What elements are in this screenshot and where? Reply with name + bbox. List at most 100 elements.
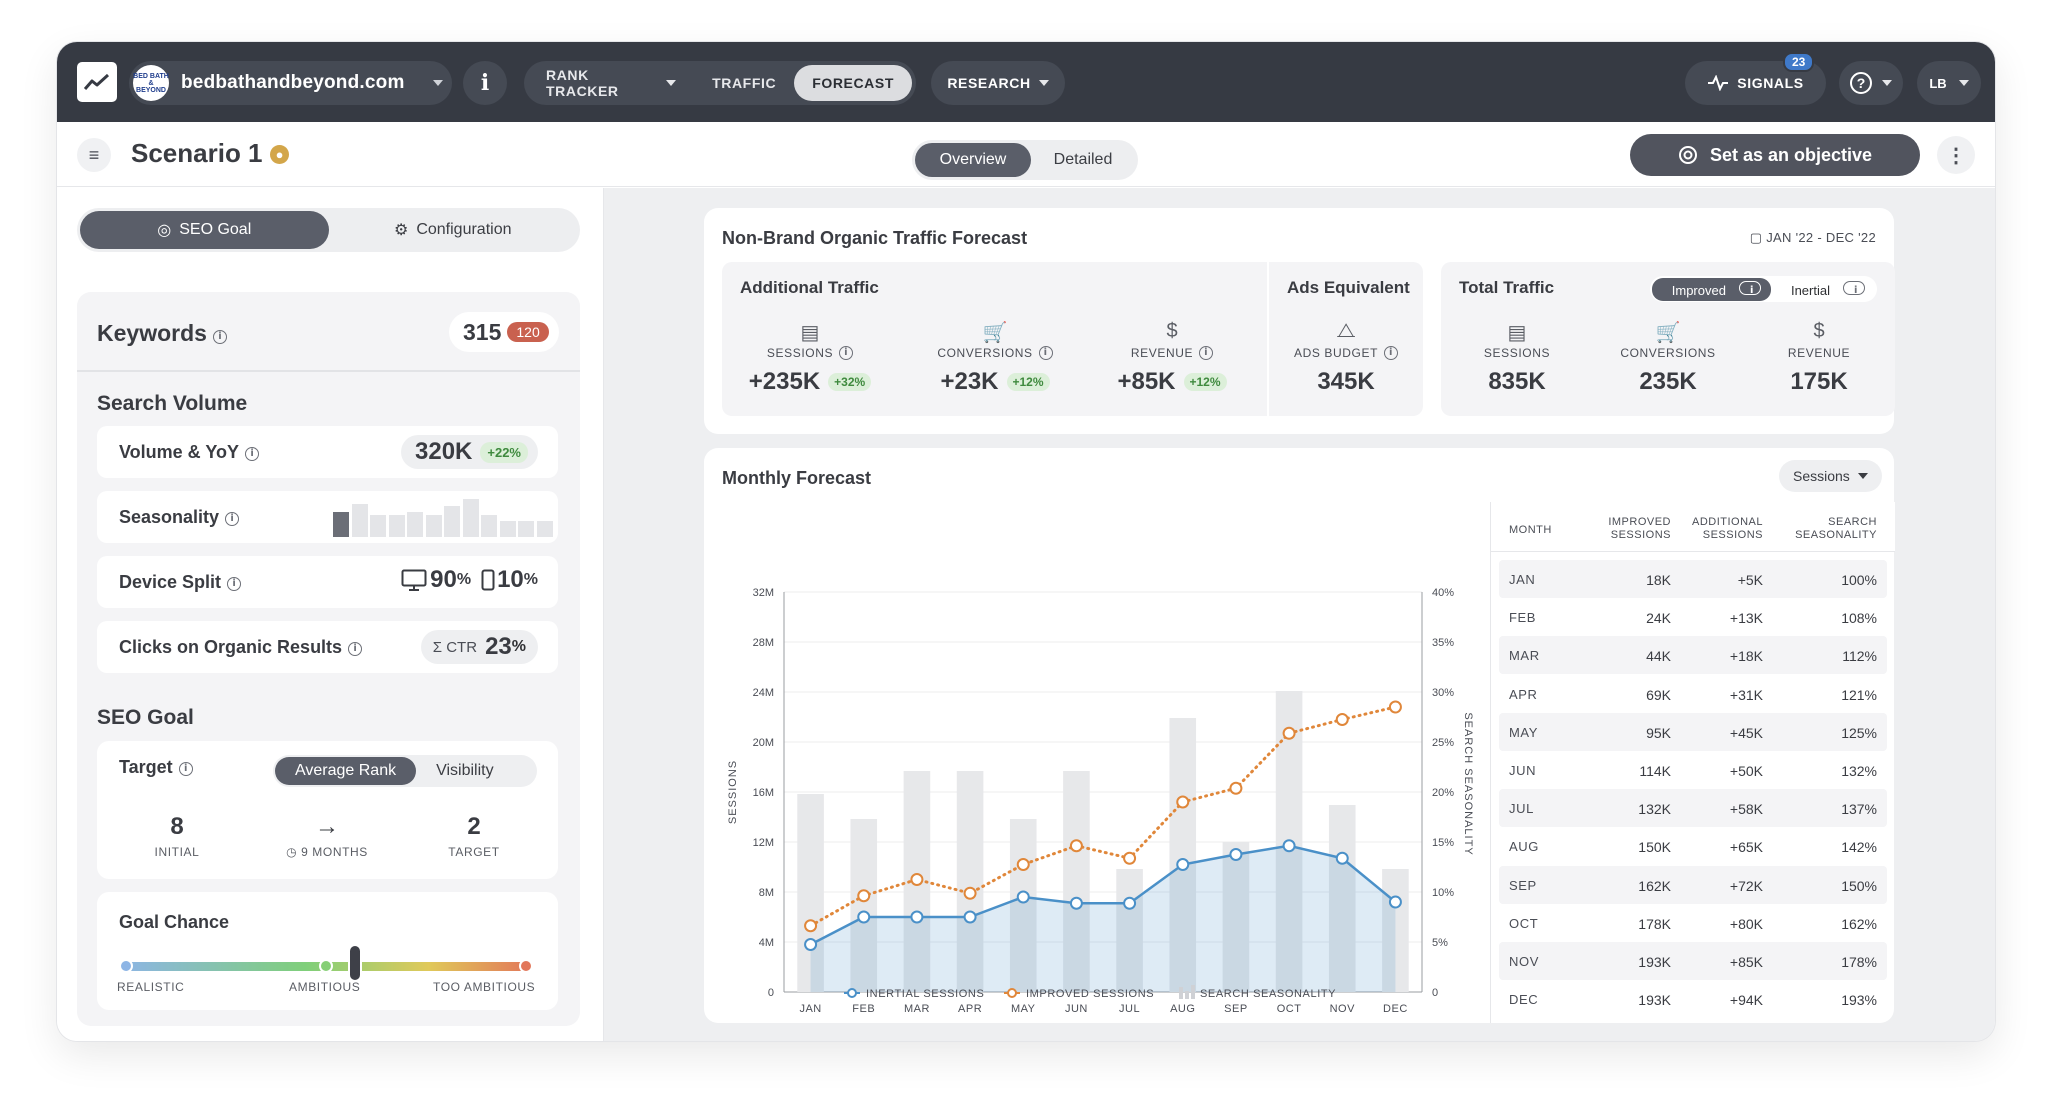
seasonality-bar [1063, 771, 1090, 992]
legend-label: INERTIAL SESSIONS [866, 988, 984, 1000]
keywords-count[interactable]: 315 120 [449, 312, 559, 352]
arrow-right-icon: → [315, 813, 339, 840]
seasonality-sparkline [333, 497, 553, 537]
chevron-down-icon [1857, 473, 1868, 479]
info-icon[interactable]: i [839, 346, 854, 360]
info-icon[interactable]: i [225, 512, 240, 526]
target-icon: ◎ [157, 222, 172, 239]
tab-overview[interactable]: Overview [915, 143, 1031, 177]
user-menu-button[interactable]: LB [1917, 61, 1981, 105]
tab-detailed[interactable]: Detailed [1053, 151, 1113, 168]
inertial-point [1388, 895, 1402, 909]
ambitious-label: AMBITIOUS [289, 980, 361, 994]
cell-month: JAN [1509, 572, 1536, 587]
cell-month: FEB [1509, 610, 1537, 626]
improved-line [809, 705, 1397, 928]
top-navigation-bar: BED BATH & BEYOND bedbathandbeyond.com i… [57, 42, 1995, 122]
nav-traffic[interactable]: TRAFFIC [694, 65, 794, 101]
more-options-button[interactable]: ⋮ [1937, 136, 1975, 174]
revenue-value: +85K [1117, 368, 1176, 395]
clicks-label-wrap: Clicks on Organic Results i [119, 637, 363, 658]
inertial-point [1335, 851, 1349, 865]
info-icon[interactable]: i [178, 762, 193, 776]
slider-handle[interactable] [347, 944, 362, 982]
chevron-down-icon [1882, 80, 1892, 86]
mobile-icon [481, 569, 495, 591]
total-sessions-label: SESSIONS [1483, 346, 1551, 360]
tab-seo-goal[interactable]: ◎ SEO Goal [80, 211, 329, 249]
table-row: NOV 193K +85K 178% [1499, 942, 1887, 980]
volume-label-wrap: Volume & YoY i [119, 442, 260, 463]
pulse-icon [1708, 75, 1729, 91]
chevron-down-icon [1038, 80, 1049, 86]
seasonality-bar [536, 521, 553, 537]
legend-swatch [1185, 991, 1189, 999]
monthly-forecast-chart: 0 4M 8M 12M 16M 20M 24M 28M 32M 0 5% 10% 15% 20% 25% 30… [727, 587, 1474, 1015]
cell-additional-sessions: +80K [1729, 915, 1763, 932]
seasonality-bar [956, 771, 984, 992]
seasonality-bar [407, 512, 423, 537]
table-row: OCT 178K +80K 162% [1499, 904, 1887, 942]
cell-improved-sessions: 69K [1646, 686, 1671, 703]
cell-additional-sessions: +13K [1729, 610, 1763, 627]
total-sessions: ▤ SESSIONS 835K [1437, 320, 1597, 396]
info-icon[interactable]: i [245, 447, 260, 461]
goal-chance-slider[interactable] [119, 944, 533, 982]
set-objective-label: Set as an objective [1709, 144, 1873, 165]
toggle-improved[interactable]: Improved i [1651, 277, 1771, 301]
goal-chance-card: Goal Chance REALISTIC AMBITIOUS TOO AMBI… [97, 892, 558, 1010]
ads-equivalent-panel: Ads Equivalent ⧍ ADS BUDGET i 345K [1269, 262, 1423, 416]
device-split-values: 90% 10% [401, 566, 538, 594]
nav-research[interactable]: RESEARCH [931, 61, 1065, 105]
seasonality-bar [388, 515, 405, 537]
info-icon[interactable]: i [1199, 346, 1214, 360]
device-label-wrap: Device Split i [119, 572, 242, 593]
site-info-button[interactable]: i [463, 61, 507, 105]
info-icon[interactable]: i [212, 330, 227, 344]
sessions-label-wrap: SESSIONS i [730, 346, 890, 360]
nav-rank-tracker[interactable]: RANK TRACKER [528, 65, 694, 101]
info-icon[interactable]: i [1384, 346, 1398, 360]
menu-button[interactable]: ≡ [77, 138, 111, 172]
x-tick-label: OCT [1277, 1003, 1302, 1015]
improved-point [1388, 700, 1402, 714]
date-range[interactable]: ▢ JAN '22 - DEC '22 [1750, 230, 1876, 246]
cell-search-seasonality: 108% [1841, 610, 1877, 627]
toggle-inertial[interactable]: Inertial i [1771, 278, 1875, 301]
inertial-point [857, 910, 871, 924]
conversions-delta: +12% [1006, 373, 1050, 391]
traffic-forecast-card: Non-Brand Organic Traffic Forecast ▢ JAN… [704, 208, 1895, 434]
site-selector[interactable]: BED BATH & BEYOND bedbathandbeyond.com [129, 61, 452, 105]
y2-tick-label: 30% [1432, 687, 1454, 699]
tab-configuration-label: Configuration [416, 221, 512, 238]
target-icon [1678, 146, 1697, 164]
desktop-icon [401, 569, 427, 591]
main-content: Non-Brand Organic Traffic Forecast ▢ JAN… [604, 188, 1995, 1041]
metric-dropdown[interactable]: Sessions [1779, 460, 1882, 492]
cell-search-seasonality: 137% [1841, 801, 1877, 818]
inertial-area [810, 845, 1396, 992]
app-logo[interactable] [77, 62, 117, 102]
inertial-point [1069, 896, 1083, 910]
seasonality-bar [797, 794, 824, 992]
nav-forecast[interactable]: FORECAST [794, 65, 912, 101]
info-icon[interactable]: i [348, 642, 363, 656]
kebab-icon: ⋮ [1946, 144, 1966, 167]
cell-month: DEC [1509, 992, 1539, 1008]
info-icon[interactable]: i [1038, 346, 1053, 360]
help-menu-button[interactable]: ? [1839, 61, 1903, 105]
y-tick-label: 16M [753, 787, 774, 799]
y-tick-label: 20M [753, 737, 774, 749]
nav-rank-tracker-label: RANK TRACKER [546, 67, 619, 99]
tab-visibility[interactable]: Visibility [436, 762, 494, 779]
set-objective-button[interactable]: Set as an objective [1630, 134, 1920, 176]
tab-configuration[interactable]: ⚙ Configuration [329, 211, 578, 249]
x-tick-label: DEC [1383, 1003, 1408, 1015]
tab-average-rank[interactable]: Average Rank [275, 757, 417, 785]
nav-forecast-label: FORECAST [812, 75, 894, 91]
globe-icon: ● [270, 145, 289, 164]
y2-tick-label: 10% [1432, 887, 1454, 899]
total-revenue-label: REVENUE [1787, 346, 1851, 360]
improved-point [910, 873, 924, 886]
info-icon[interactable]: i [227, 577, 242, 591]
